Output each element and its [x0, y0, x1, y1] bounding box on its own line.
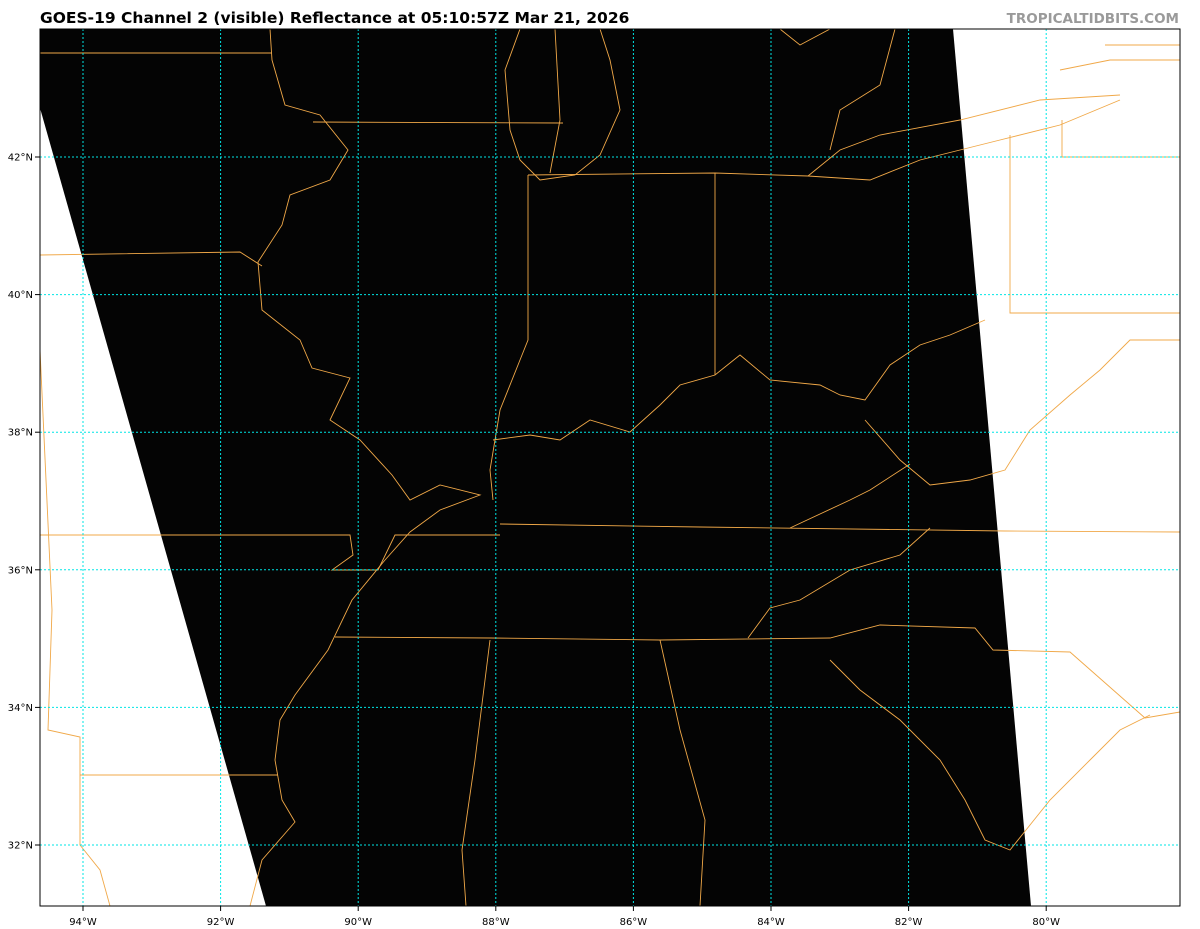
- satellite-swath: [40, 29, 1031, 906]
- lon-label: 82°W: [895, 917, 923, 928]
- lon-label: 84°W: [757, 917, 785, 928]
- lat-label: 38°N: [8, 428, 33, 439]
- lat-label: 42°N: [8, 153, 33, 164]
- lon-label: 94°W: [69, 917, 97, 928]
- watermark: TROPICALTIDBITS.COM: [1006, 11, 1179, 27]
- lat-label: 40°N: [8, 290, 33, 301]
- lon-label: 90°W: [344, 917, 372, 928]
- state-borders: [40, 29, 1180, 906]
- map-title: GOES-19 Channel 2 (visible) Reflectance …: [40, 9, 630, 27]
- lon-label: 88°W: [482, 917, 510, 928]
- lon-label: 92°W: [207, 917, 235, 928]
- lat-label: 34°N: [8, 703, 33, 714]
- lat-label: 32°N: [8, 841, 33, 852]
- map-frame: [39, 28, 1181, 907]
- lon-label: 80°W: [1032, 917, 1060, 928]
- lon-label: 86°W: [620, 917, 648, 928]
- graticule: [40, 29, 1180, 906]
- lat-label: 36°N: [8, 565, 33, 576]
